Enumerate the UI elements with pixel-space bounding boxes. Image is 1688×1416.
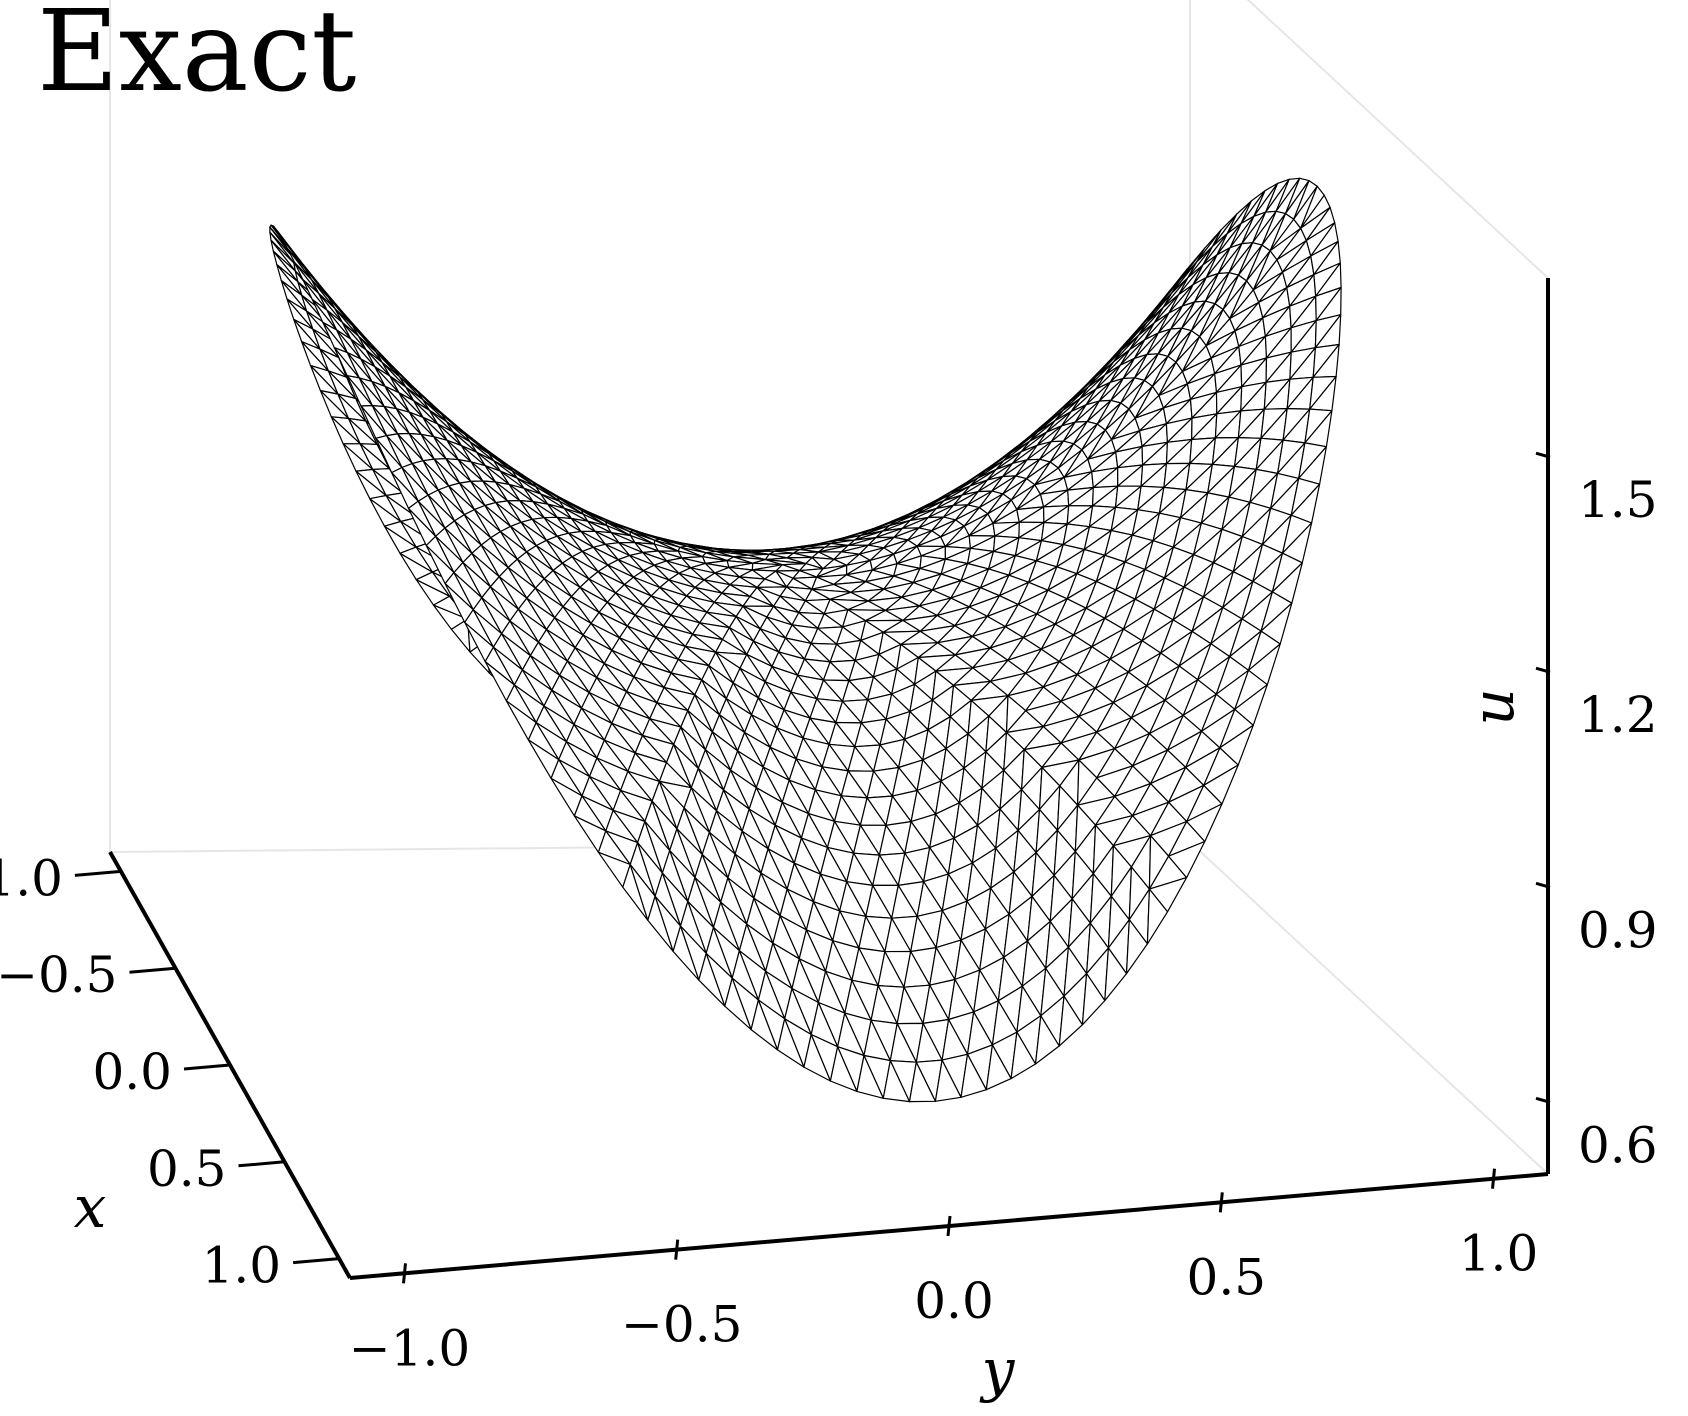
- mesh-triangle: [934, 1059, 962, 1102]
- z-tick-label: 0.9: [1578, 901, 1658, 959]
- mesh-triangle: [1219, 724, 1254, 766]
- y-tick-label: −0.5: [621, 1296, 742, 1354]
- mesh-triangle: [803, 1033, 832, 1082]
- mesh-triangle: [908, 1061, 937, 1103]
- mesh-triangle: [960, 1053, 987, 1098]
- mesh-triangle: [647, 895, 674, 953]
- chart-title: Exact: [37, 0, 356, 117]
- z-tick-mark: [1535, 1096, 1551, 1104]
- mesh-triangle: [776, 1018, 805, 1068]
- z-tick-mark: [1535, 881, 1551, 889]
- x-axis-label: x: [74, 1173, 107, 1241]
- y-tick-mark: [674, 1239, 680, 1260]
- mesh-triangle: [1010, 1031, 1037, 1080]
- y-tick-label: 0.5: [1187, 1248, 1267, 1306]
- x-tick-mark: [292, 1257, 340, 1265]
- y-axis-label: y: [979, 1336, 1016, 1404]
- y-tick-mark: [1218, 1192, 1224, 1213]
- axes: −1.0 −0.5 0.0 0.5 1.0 −1.0 −0.5 0.0 0.5 1.0 0.6 0.9…: [0, 278, 1658, 1377]
- mesh-triangle: [882, 1059, 911, 1103]
- y-tick-label: 0.0: [914, 1272, 994, 1330]
- z-tick-mark: [1535, 451, 1551, 459]
- mesh-triangle: [829, 1046, 858, 1093]
- mesh-triangle: [1104, 947, 1128, 1002]
- x-tick-label: 0.0: [92, 1043, 172, 1101]
- mesh-triangle: [856, 1054, 884, 1099]
- surface-mesh: [269, 177, 1342, 1103]
- z-tick-mark: [1535, 666, 1551, 674]
- x-tick-mark: [238, 1160, 285, 1168]
- y-tick-mark: [402, 1263, 407, 1284]
- mesh-triangle: [1167, 840, 1206, 879]
- mesh-triangle: [750, 999, 779, 1051]
- mesh-triangle: [985, 1044, 1012, 1091]
- mesh-triangle: [698, 952, 726, 1007]
- mesh-triangle: [1081, 972, 1106, 1026]
- z-tick-label: 0.6: [1578, 1116, 1658, 1174]
- mesh-triangle: [1058, 995, 1084, 1047]
- mesh-triangle: [1034, 1015, 1060, 1065]
- mesh-triangle: [1203, 764, 1239, 805]
- y-tick-label: 1.0: [1459, 1225, 1539, 1283]
- x-tick-label: −1.0: [0, 849, 63, 907]
- x-tick-mark: [74, 869, 122, 877]
- z-tick-label: 1.5: [1578, 471, 1658, 529]
- x-tick-label: 0.5: [147, 1140, 227, 1198]
- y-tick-mark: [1491, 1168, 1496, 1189]
- y-tick-label: −1.0: [349, 1319, 470, 1377]
- x-tick-mark: [129, 966, 176, 974]
- mesh-triangle: [724, 977, 752, 1031]
- z-tick-label: 1.2: [1578, 686, 1658, 744]
- z-axis-label: u: [1459, 688, 1527, 725]
- pane-edge-4: [1189, 841, 1549, 1175]
- y-tick-mark: [946, 1215, 952, 1237]
- mesh-triangle: [672, 925, 700, 981]
- mesh-triangle: [1146, 888, 1169, 945]
- x-tick-mark: [183, 1063, 231, 1071]
- mesh-triangle: [1234, 684, 1268, 726]
- x-tick-label: −0.5: [0, 946, 118, 1004]
- mesh-triangle: [1125, 919, 1149, 975]
- mesh-triangle: [1186, 803, 1223, 843]
- pane-edge-5: [1246, 0, 1549, 279]
- x-tick-label: 1.0: [202, 1237, 282, 1295]
